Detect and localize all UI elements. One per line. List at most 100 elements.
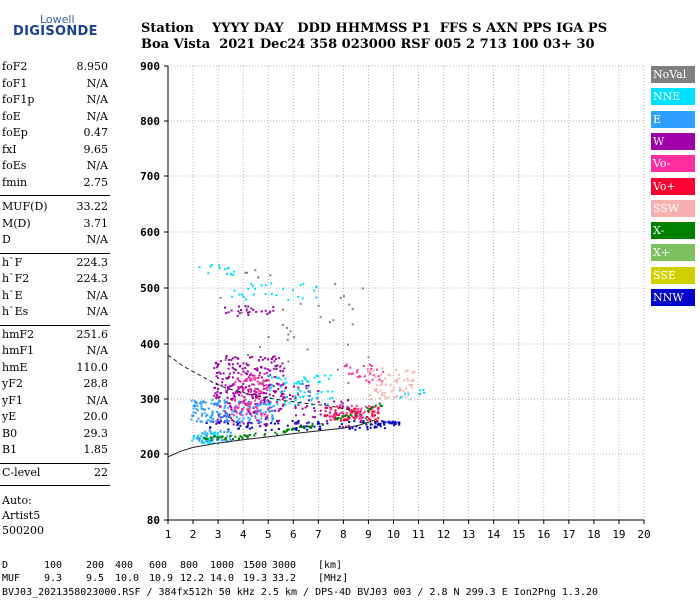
data-point-e	[230, 439, 233, 442]
data-point-w	[252, 411, 255, 414]
data-point-ssw	[399, 389, 402, 392]
data-point-vo-	[351, 372, 354, 375]
auto-scaling-note: Artist5	[2, 509, 41, 522]
data-point-w	[341, 425, 344, 428]
data-point-nne	[213, 434, 216, 437]
data-point-w	[222, 372, 225, 375]
data-point-x-	[254, 432, 257, 435]
param-row: D N/A	[2, 233, 108, 247]
data-point-vo-	[324, 410, 327, 413]
data-point-x-	[282, 430, 285, 433]
data-point-w	[216, 390, 219, 393]
depth-value: 400	[115, 560, 134, 571]
data-point-w	[246, 393, 249, 395]
x-tick-label: 19	[612, 528, 625, 541]
data-point-w	[238, 365, 241, 368]
data-point-e	[271, 414, 274, 417]
data-point-w	[283, 396, 286, 399]
data-point-vo-	[341, 411, 343, 414]
data-point-vo-	[376, 419, 379, 422]
data-point-nne	[212, 432, 215, 435]
data-point-vo-	[366, 416, 369, 418]
param-name: foF1	[2, 76, 28, 90]
param-row: M(D) 3.71	[2, 217, 108, 231]
data-point-vo-	[336, 405, 338, 408]
data-point-w	[248, 311, 251, 313]
data-point-w	[267, 384, 270, 387]
data-point-vo-	[354, 410, 357, 413]
data-point-e	[217, 401, 220, 404]
data-point-w	[226, 396, 229, 399]
data-point-w	[249, 413, 252, 416]
data-point-e	[221, 439, 224, 441]
data-point-e	[231, 410, 234, 413]
data-point-w	[216, 421, 218, 424]
data-point-w	[216, 394, 219, 397]
data-point-vo-	[262, 379, 265, 382]
x-tick-label: 4	[240, 528, 247, 541]
data-point-vo-	[374, 418, 377, 421]
data-point-e	[211, 399, 214, 402]
data-point-nnw	[351, 427, 354, 430]
data-point-w	[262, 392, 265, 394]
data-point-ssw	[398, 386, 401, 389]
data-point-x-	[264, 432, 267, 435]
data-point-nnw	[393, 421, 396, 424]
data-point-vo-	[249, 378, 252, 380]
data-point-w	[221, 378, 224, 381]
data-point-vo-	[336, 413, 339, 416]
data-point-vo-	[372, 374, 375, 377]
data-point-e	[196, 437, 198, 440]
depth-value: 1500	[243, 560, 268, 571]
data-point-w	[251, 396, 254, 399]
data-point-nnw	[318, 422, 321, 425]
data-point-x-	[369, 408, 372, 410]
data-point-nnw	[373, 426, 376, 429]
data-point-ssw	[367, 370, 370, 373]
x-tick-label: 6	[290, 528, 297, 541]
data-point-w	[257, 422, 260, 425]
data-point-w	[221, 381, 224, 384]
data-point-nnw	[265, 424, 268, 427]
x-tick-label: 17	[562, 528, 575, 541]
data-point-w	[217, 414, 220, 417]
data-point-noval	[254, 269, 257, 272]
data-point-e	[238, 417, 241, 420]
data-point-e	[192, 411, 195, 414]
data-point-w	[237, 310, 240, 313]
data-point-nne	[207, 272, 210, 275]
data-point-e	[192, 414, 195, 417]
data-point-e	[259, 404, 262, 406]
data-point-w	[228, 413, 231, 416]
data-point-nne	[200, 435, 203, 438]
data-point-nne	[407, 393, 410, 396]
data-point-nnw	[317, 421, 320, 423]
data-point-x-	[286, 428, 288, 431]
data-point-nnw	[259, 425, 262, 428]
data-point-vo-	[354, 413, 357, 415]
param-name: B0	[2, 426, 18, 440]
param-row: foEs N/A	[2, 159, 108, 173]
data-point-nne	[219, 435, 221, 438]
data-point-nne	[270, 292, 273, 295]
data-point-e	[264, 410, 267, 413]
data-point-w	[224, 384, 227, 387]
data-point-w	[274, 409, 276, 412]
data-point-w	[258, 359, 261, 361]
data-point-nnw	[375, 426, 378, 429]
data-point-nnw	[382, 422, 385, 425]
data-point-w	[225, 355, 228, 357]
data-point-w	[225, 389, 228, 392]
y-tick-label: 80	[147, 514, 160, 527]
data-point-nne	[227, 266, 230, 269]
data-point-w	[250, 307, 253, 310]
data-point-w	[289, 397, 292, 400]
data-point-nne	[198, 266, 201, 269]
data-point-nne	[280, 385, 283, 388]
data-point-ssw	[412, 379, 415, 382]
data-point-noval	[317, 304, 320, 307]
data-point-e	[226, 414, 229, 417]
data-point-w	[277, 388, 280, 391]
data-point-e	[199, 420, 202, 423]
y-tick-label: 900	[140, 60, 160, 73]
